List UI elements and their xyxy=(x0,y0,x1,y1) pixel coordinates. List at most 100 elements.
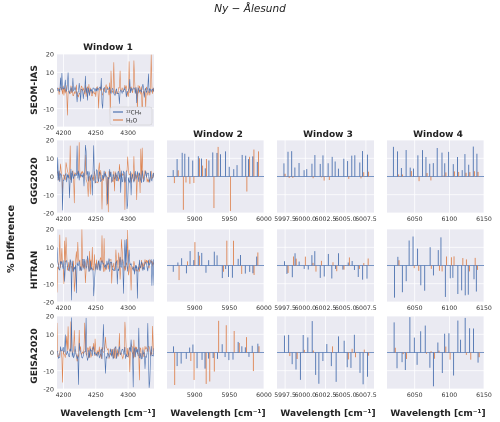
figure-title: Ny − Ålesund xyxy=(214,2,286,15)
y-tick-label: 10 xyxy=(46,244,54,252)
x-tick-label: 6100 xyxy=(441,392,457,399)
panel-ggg2020-w1: -20 -10 0 10 20 4200 4250 4300 xyxy=(43,137,154,223)
x-tick-label: 5950 xyxy=(221,305,237,312)
x-tick-label: 6002.5 xyxy=(315,392,337,399)
panel-seom-ias-w1: -20 -10 0 10 20 4200 4250 4300 ¹²CH₄ H₂O xyxy=(43,51,154,137)
x-tick-label: 6150 xyxy=(476,216,492,223)
y-tick-label: -20 xyxy=(43,210,54,218)
series-line-ch4 xyxy=(57,239,154,301)
x-tick-label: 5900 xyxy=(187,216,203,223)
x-tick-label: 6005.0 xyxy=(335,305,357,312)
panel-geisa2020-w2: 5900 5950 6000 xyxy=(167,315,272,399)
x-tick-label: 4300 xyxy=(120,305,136,312)
row-label-geisa2020: GEISA2020 xyxy=(30,328,40,383)
x-tick-label: 5997.5 xyxy=(274,216,296,223)
row-label-hitran: HITRAN xyxy=(30,251,40,289)
x-axis-label-4: Wavelength [cm⁻¹] xyxy=(390,409,485,419)
series-line-ch4 xyxy=(57,317,154,388)
x-tick-label: 4250 xyxy=(88,305,104,312)
panel-ggg2020-w2: 5900 5950 6000 xyxy=(167,139,272,223)
y-tick-label: -10 xyxy=(43,367,54,375)
y-tick-label: 20 xyxy=(46,137,54,145)
y-tick-label: 0 xyxy=(50,173,54,181)
window-title-1: Window 1 xyxy=(83,43,133,53)
x-tick-label: 6005.0 xyxy=(335,392,357,399)
x-tick-label: 4200 xyxy=(56,305,72,312)
window-title-3: Window 3 xyxy=(303,130,353,140)
x-tick-label: 6007.5 xyxy=(355,305,377,312)
y-tick-label: 10 xyxy=(46,155,54,163)
legend: ¹²CH₄ H₂O xyxy=(109,106,153,126)
window-title-2: Window 2 xyxy=(193,130,243,140)
x-tick-label: 6050 xyxy=(407,216,423,223)
x-tick-label: 6005.0 xyxy=(335,216,357,223)
x-tick-label: 5900 xyxy=(187,392,203,399)
y-axis-label: % Difference xyxy=(6,205,17,273)
x-axis-label-2: Wavelength [cm⁻¹] xyxy=(170,409,265,419)
y-tick-label: -10 xyxy=(43,191,54,199)
x-axis-label-3: Wavelength [cm⁻¹] xyxy=(280,409,375,419)
x-tick-label: 4200 xyxy=(56,216,72,223)
panel-ggg2020-w4: 6050 6100 6150 xyxy=(387,139,492,223)
y-tick-label: 10 xyxy=(46,69,54,77)
x-tick-label: 4200 xyxy=(56,130,72,137)
x-tick-label: 6150 xyxy=(476,305,492,312)
series-line-ch4 xyxy=(57,144,154,211)
y-tick-label: -20 xyxy=(43,299,54,307)
x-tick-label: 6100 xyxy=(441,305,457,312)
x-tick-label: 6150 xyxy=(476,392,492,399)
x-tick-label: 4300 xyxy=(120,130,136,137)
x-tick-label: 6007.5 xyxy=(355,216,377,223)
x-tick-label: 6000.0 xyxy=(294,216,316,223)
y-tick-label: 20 xyxy=(46,226,54,234)
panel-hitran-w1: -20 -10 0 10 20 4200 4250 4300 xyxy=(43,226,154,312)
x-tick-label: 4250 xyxy=(88,130,104,137)
x-tick-label: 4300 xyxy=(120,392,136,399)
y-tick-label: 10 xyxy=(46,331,54,339)
x-tick-label: 4200 xyxy=(56,392,72,399)
x-tick-label: 6000.0 xyxy=(294,392,316,399)
x-tick-label: 4250 xyxy=(88,216,104,223)
x-tick-label: 4250 xyxy=(88,392,104,399)
x-tick-label: 6000.0 xyxy=(294,305,316,312)
x-tick-label: 6000 xyxy=(256,305,272,312)
x-tick-label: 6002.5 xyxy=(315,216,337,223)
x-tick-label: 6000 xyxy=(256,216,272,223)
x-axis-label-1: Wavelength [cm⁻¹] xyxy=(60,409,155,419)
panel-hitran-w2: 5900 5950 6000 xyxy=(167,228,272,312)
legend-label-h2o: H₂O xyxy=(126,119,138,125)
row-label-ggg2020: GGG2020 xyxy=(30,157,40,204)
x-tick-label: 5950 xyxy=(221,216,237,223)
y-tick-label: 20 xyxy=(46,313,54,321)
panel-geisa2020-w4: 6050 6100 6150 xyxy=(387,315,492,399)
x-tick-label: 6002.5 xyxy=(315,305,337,312)
row-label-seom-ias: SEOM-IAS xyxy=(30,65,40,115)
y-tick-label: -10 xyxy=(43,105,54,113)
series-line-h2o xyxy=(57,54,154,121)
y-tick-label: 0 xyxy=(50,262,54,270)
y-tick-label: 0 xyxy=(50,349,54,357)
y-tick-label: 0 xyxy=(50,87,54,95)
panel-geisa2020-w1: -20 -10 0 10 20 4200 4250 4300 xyxy=(43,313,154,399)
x-tick-label: 5997.5 xyxy=(274,305,296,312)
x-tick-label: 5997.5 xyxy=(274,392,296,399)
x-tick-label: 6050 xyxy=(407,305,423,312)
x-tick-label: 4300 xyxy=(120,216,136,223)
x-tick-label: 5950 xyxy=(221,392,237,399)
legend-label-ch4: ¹²CH₄ xyxy=(126,110,142,117)
y-tick-label: -20 xyxy=(43,386,54,394)
y-tick-label: 20 xyxy=(46,51,54,59)
panel-hitran-w4: 6050 6100 6150 xyxy=(387,228,492,312)
series-line-ch4 xyxy=(57,72,154,109)
x-tick-label: 6007.5 xyxy=(355,392,377,399)
x-tick-label: 5900 xyxy=(187,305,203,312)
y-tick-label: -10 xyxy=(43,280,54,288)
x-tick-label: 6000 xyxy=(256,392,272,399)
y-tick-label: -20 xyxy=(43,124,54,132)
window-title-4: Window 4 xyxy=(413,130,463,140)
